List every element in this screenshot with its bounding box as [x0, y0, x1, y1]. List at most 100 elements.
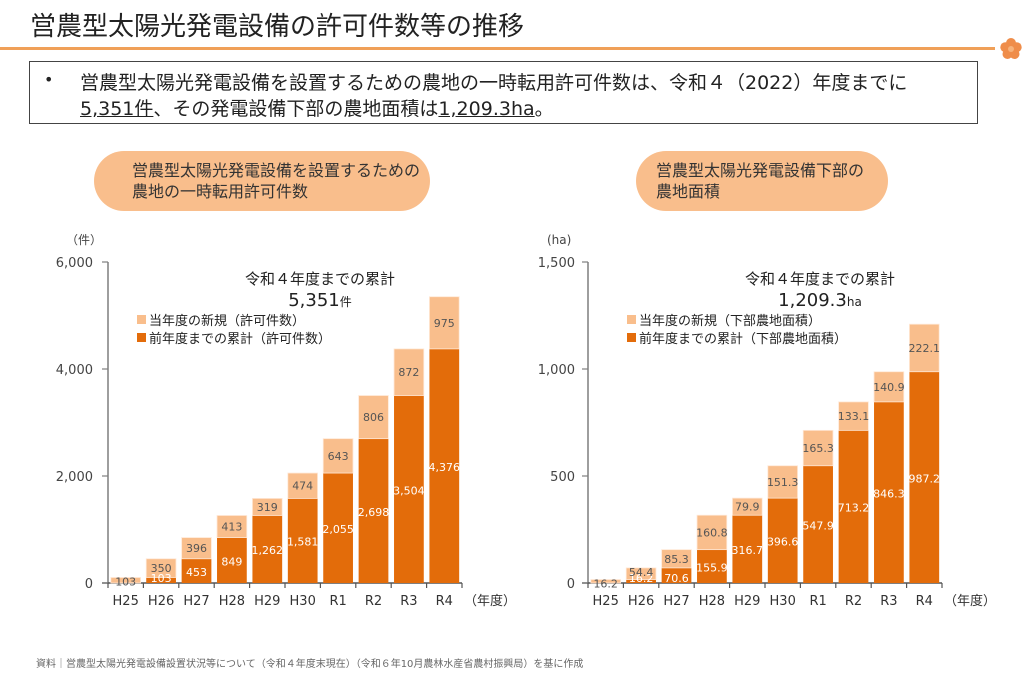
chart2-bar-new-this-year [802, 429, 834, 467]
chart2-bar-prior-cumulative [732, 515, 763, 583]
chart1-bar-prior-cumulative [358, 438, 389, 583]
chart1-bar-new-this-year [393, 348, 425, 396]
chart1-x-unit-label: （年度） [464, 593, 516, 609]
chart2-legend-swatch [627, 333, 636, 342]
chart2-bar-label-prior: 987.2 [909, 472, 941, 485]
chart1-bar-label-new: 806 [363, 411, 384, 424]
chart1-bar-label-prior: 1,262 [252, 544, 284, 557]
chart2-bar-new-this-year [590, 579, 621, 584]
chart2-x-tick-label: H26 [628, 594, 654, 609]
chart1-x-tick-label: H29 [254, 594, 280, 609]
source-footnote: 資料｜営農型太陽光発電設備設置状況等について（令和４年度末現在）（令和６年10月… [36, 659, 584, 670]
chart2-x-unit-label: （年度） [944, 593, 996, 609]
chart2-bar-label-prior: 155.9 [696, 561, 728, 574]
chart1-bar-new-this-year [252, 498, 283, 516]
chart2-annotation-number: 1,209.3 [778, 290, 847, 311]
chart1-bar-label-new: 413 [221, 521, 242, 534]
title-divider [0, 47, 995, 50]
chart2-bar-new-this-year [909, 323, 940, 373]
chart1-bar-new-this-year [145, 558, 177, 578]
summary-line-2: 5,351件、その発電設備下部の農地面積は1,209.3ha。 [80, 94, 554, 121]
chart1-x-tick-label: H30 [290, 594, 316, 609]
chart1-legend-swatch [137, 315, 146, 324]
chart2-bar-label-new: 151.3 [767, 476, 799, 489]
chart1-bar-prior-cumulative [217, 537, 247, 583]
summary-line-1: 営農型太陽光発電設備を設置するための農地の一時転用許可件数は、令和４（2022）… [80, 72, 908, 94]
chart2-x-tick-label: R2 [845, 594, 862, 609]
chart2-bar-label-prior: 713.2 [838, 502, 870, 515]
chart1-bar-label-new: 975 [434, 317, 455, 330]
chart2-y-tick-label: 500 [550, 470, 575, 485]
chart1-x-tick-label: H25 [113, 594, 139, 609]
chart2-y-unit-label: (ha) [547, 233, 571, 247]
chart1-bar-label-prior: 1,581 [287, 536, 319, 549]
chart2-bar-prior-cumulative [661, 567, 692, 583]
chart2-bar-prior-cumulative [874, 401, 904, 583]
chart2-bar-new-this-year [873, 371, 905, 403]
chart1-bar-prior-cumulative [146, 577, 176, 583]
chart1-bar-label-new: 350 [151, 562, 172, 575]
chart2-bar-label-prior: 846.3 [873, 487, 905, 500]
chart1-bar-label-new: 319 [257, 501, 278, 514]
chart1-bar-label-new: 396 [186, 542, 207, 555]
chart2-bar-new-this-year [625, 567, 657, 580]
chart1-bar-label-new: 872 [398, 366, 419, 379]
chart1-legend-label: 当年度の新規（許可件数） [149, 313, 305, 329]
chart1-x-tick-label: R3 [400, 594, 417, 609]
chart1-bar-label-new: 103 [115, 575, 136, 588]
chart2-bar-label-prior: 316.7 [732, 544, 764, 557]
chart2-annotation-value: 1,209.3ha [778, 290, 862, 311]
chart1-bar-label-prior: 2,055 [322, 523, 354, 536]
chart2-bar-new-this-year [767, 465, 798, 499]
chart2-x-tick-label: H27 [663, 594, 689, 609]
chart1-bar-new-this-year [322, 438, 354, 474]
chart2-bar-label-new: 79.9 [735, 501, 760, 514]
chart2-bar-label-prior: 547.9 [802, 519, 834, 532]
chart2-bar-prior-cumulative [697, 549, 727, 583]
chart1-x-tick-label: H26 [148, 594, 174, 609]
chart2-legend-label: 前年度までの累計（下部農地面積） [639, 331, 847, 347]
chart2-x-tick-label: R3 [880, 594, 897, 609]
chart1-y-tick-label: 4,000 [56, 363, 93, 378]
chart2-x-tick-label: H30 [770, 594, 796, 609]
chart2-bar-label-new: 222.1 [909, 342, 941, 355]
chart2-bar-label-new: 165.3 [802, 442, 834, 455]
chart2-y-tick-label: 1,500 [538, 256, 575, 271]
total-area: 1,209.3ha [438, 98, 535, 120]
summary-box: • 営農型太陽光発電設備を設置するための農地の一時転用許可件数は、令和４（202… [29, 61, 978, 124]
chart1-x-tick-label: R4 [436, 594, 453, 609]
chart1-legend-label: 前年度までの累計（許可件数） [149, 331, 331, 347]
chart1-annotation-value: 5,351件 [288, 290, 352, 311]
right-pill-line-2: 農地面積 [656, 182, 721, 201]
chart1-bar-new-this-year [110, 577, 141, 584]
chart1-annotation-number: 5,351 [288, 290, 340, 311]
chart1-bar-label-new: 474 [292, 480, 313, 493]
chart2-bar-label-new: 85.3 [664, 553, 689, 566]
chart1-bar-label-prior: 103 [151, 572, 172, 585]
left-pill-line-2: 農地の一時転用許可件数 [132, 182, 309, 201]
chart1-annotation-title: 令和４年度までの累計 [245, 270, 395, 288]
chart2-bar-label-prior: 396.6 [767, 536, 799, 549]
plum-blossom-icon [1000, 38, 1022, 59]
chart2-bar-prior-cumulative [767, 498, 798, 583]
chart2-bar-label-new: 140.9 [873, 381, 905, 394]
chart2-x-tick-label: R4 [916, 594, 933, 609]
bullet: • [44, 70, 54, 89]
chart1-bar-label-prior: 849 [221, 555, 242, 568]
chart2-bar-label-new: 16.2 [593, 578, 618, 591]
chart2-bar-prior-cumulative [909, 371, 940, 583]
chart1-bar-label-prior: 2,698 [358, 506, 390, 519]
chart2-bar-new-this-year [732, 497, 763, 516]
chart1-x-tick-label: H27 [183, 594, 209, 609]
chart2-annotation-unit: ha [847, 295, 862, 309]
chart1-bar-prior-cumulative [181, 558, 212, 583]
chart2-bar-label-prior: 16.2 [629, 572, 654, 585]
left-pill-line-1: 営農型太陽光発電設備を設置するための [132, 161, 421, 180]
chart2-annotation-title: 令和４年度までの累計 [745, 270, 895, 288]
summary-end: 。 [534, 98, 554, 120]
chart1-bar-label-prior: 453 [186, 566, 207, 579]
chart2-y-tick-label: 0 [567, 577, 575, 592]
chart2-bar-label-prior: 70.6 [664, 572, 689, 585]
chart2-bar-new-this-year [661, 549, 692, 569]
chart2-bar-label-new: 54.4 [629, 566, 654, 579]
